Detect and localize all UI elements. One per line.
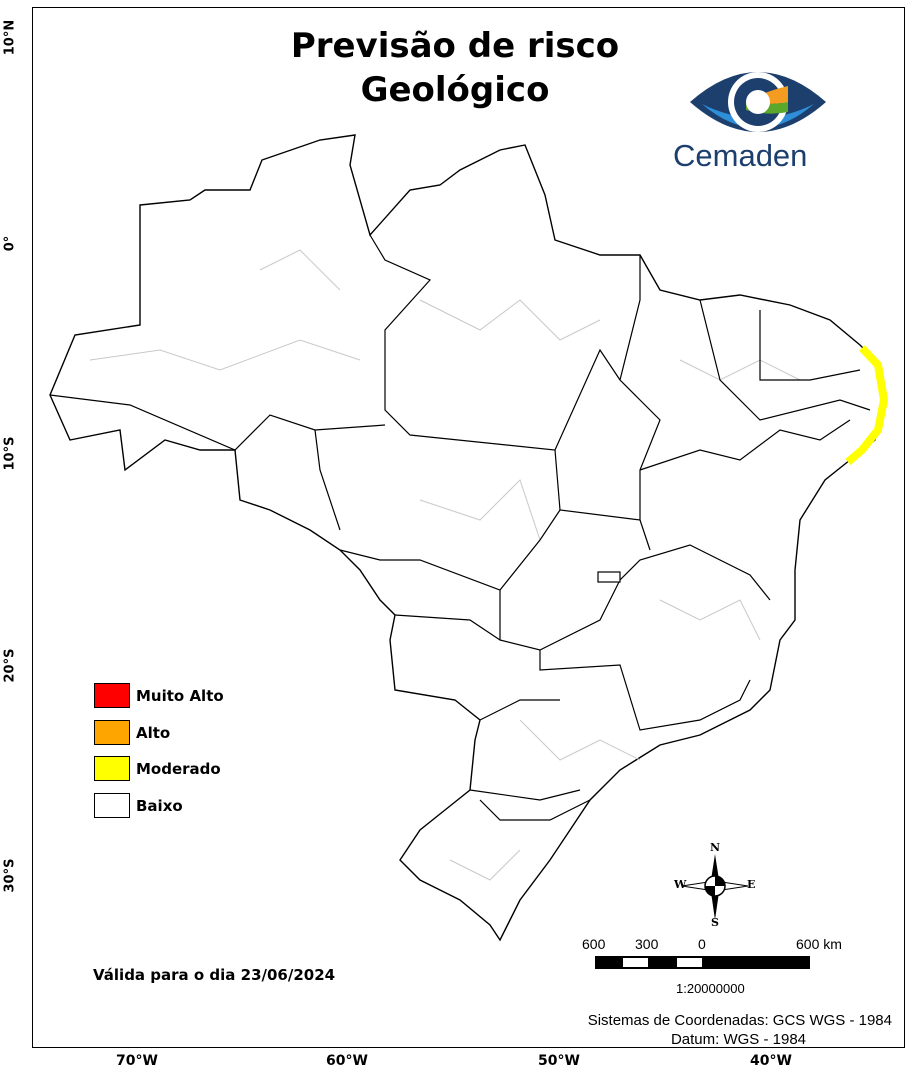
legend-label: Muito Alto xyxy=(136,686,224,705)
legend-item-moderado: Moderado xyxy=(94,756,221,781)
legend-label: Alto xyxy=(136,723,171,742)
legend-item-alto: Alto xyxy=(94,720,170,745)
legend-swatch xyxy=(94,756,130,781)
lon-label: 60°W xyxy=(326,1053,368,1069)
state-borders xyxy=(49,234,871,821)
north-arrow-icon xyxy=(681,854,749,920)
scale-ratio: 1:20000000 xyxy=(676,981,745,996)
logo-text: Cemaden xyxy=(673,138,808,173)
scale-label: 300 xyxy=(635,936,659,952)
scale-label: 0 xyxy=(698,936,706,952)
east-label: E xyxy=(747,878,756,891)
datum-text: Datum: WGS - 1984 xyxy=(670,1031,806,1048)
brazil-outline xyxy=(49,134,886,942)
legend-item-baixo: Baixo xyxy=(94,793,183,818)
lat-label: 10°S xyxy=(2,436,18,471)
west-label: W xyxy=(674,878,687,891)
map-title-line2: Geológico xyxy=(360,70,550,110)
lon-label: 50°W xyxy=(538,1053,580,1069)
scale-label: 600 xyxy=(582,936,606,952)
south-label: S xyxy=(711,916,719,929)
legend-swatch xyxy=(94,683,130,708)
legend-item-muito-alto: Muito Alto xyxy=(94,683,224,708)
municipal-borders xyxy=(89,249,801,881)
map-title-line1: Previsão de risco xyxy=(290,26,620,66)
legend-label: Baixo xyxy=(136,796,183,815)
legend-swatch xyxy=(94,720,130,745)
lon-label: 40°W xyxy=(750,1053,792,1069)
validity-date: Válida para o dia 23/06/2024 xyxy=(93,966,336,984)
cemaden-logo xyxy=(690,72,826,132)
scale-bar xyxy=(595,956,810,969)
federal-district xyxy=(597,571,621,583)
scale-label: 600 km xyxy=(796,936,842,952)
map-frame xyxy=(32,7,905,1048)
north-label: N xyxy=(710,841,721,854)
legend-label: Moderado xyxy=(136,759,221,778)
lat-label: 10°N xyxy=(2,19,18,56)
legend-swatch xyxy=(94,793,130,818)
lat-label: 30°S xyxy=(2,858,18,893)
moderate-risk-area xyxy=(845,345,889,466)
lat-label: 20°S xyxy=(2,648,18,683)
lon-label: 70°W xyxy=(116,1053,158,1069)
crs-text: Sistemas de Coordenadas: GCS WGS - 1984 xyxy=(587,1012,892,1029)
lat-label: 0° xyxy=(2,235,18,252)
